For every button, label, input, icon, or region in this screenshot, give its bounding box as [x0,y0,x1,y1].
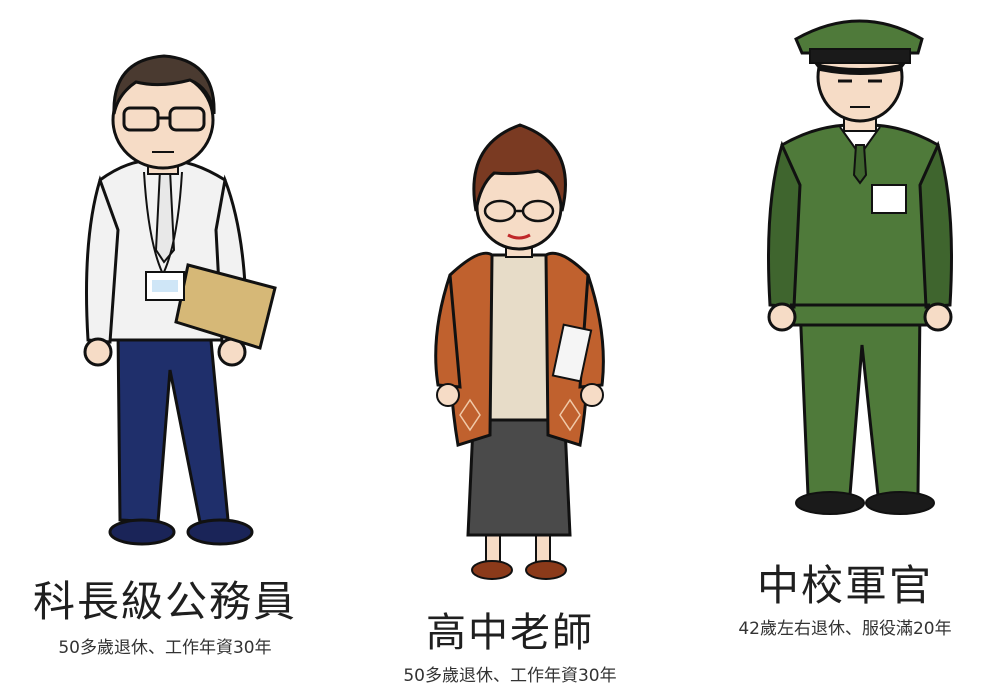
officer-subtitle: 42歲左右退休、服役滿20年 [738,619,952,639]
officer-title: 中校軍官 [756,561,933,610]
teacher-illustration [434,123,605,580]
military-officer-illustration [767,19,953,515]
civil-servant-subtitle: 50多歲退休、工作年資30年 [58,638,272,658]
character-card-officer: 中校軍官 42歲左右退休、服役滿20年 [690,0,1000,689]
character-card-teacher: 高中老師 50多歲退休、工作年資30年 [360,0,660,689]
civil-servant-title: 科長級公務員 [32,577,297,626]
character-card-civil-servant: 科長級公務員 50多歲退休、工作年資30年 [0,0,330,689]
teacher-subtitle: 50多歲退休、工作年資30年 [403,666,617,686]
office-worker-illustration [83,54,277,546]
teacher-title: 高中老師 [426,610,594,656]
